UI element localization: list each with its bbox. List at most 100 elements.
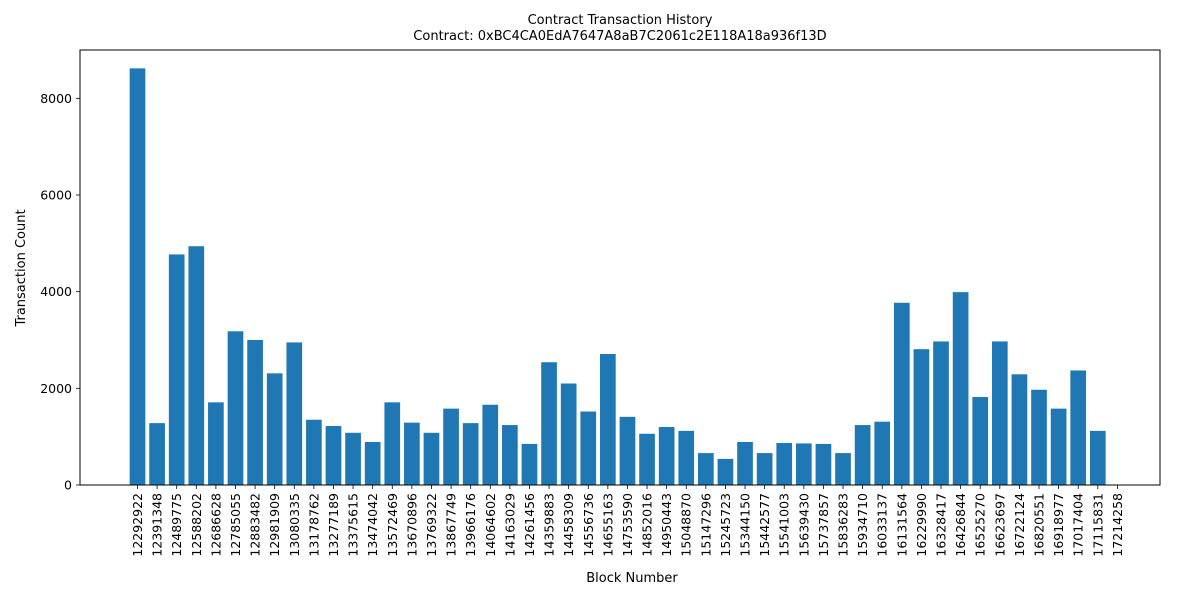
bar-15639430 (795, 443, 812, 485)
bar-14359883 (541, 362, 557, 485)
x-tick-label: 14064602 (483, 493, 498, 557)
x-ticks-group: 12292922 12391348 12489775 12588202 12686628… (130, 485, 1125, 557)
x-tick-label: 12588202 (189, 493, 204, 557)
y-axis-label: Transaction Count (14, 209, 29, 327)
x-tick-label: 17214258 (1110, 493, 1125, 557)
bar-13670896 (404, 422, 420, 485)
bars-group (129, 68, 1106, 485)
x-tick-label: 12981909 (267, 493, 282, 557)
x-tick-label: 13474042 (365, 493, 380, 557)
x-tick-label: 16033137 (875, 493, 890, 557)
bar-13769322 (423, 432, 440, 485)
y-tick-label: 6000 (40, 188, 72, 203)
chart-subtitle: Contract: 0xBC4CA0EdA7647A8aB7C2061c2E11… (413, 29, 827, 44)
x-tick-label: 13670896 (404, 493, 419, 557)
bar-13178762 (306, 419, 322, 485)
bar-15737857 (815, 443, 832, 485)
x-tick-label: 12391348 (150, 493, 165, 557)
bar-13966176 (462, 423, 479, 485)
bar-12785055 (227, 331, 244, 485)
bar-14753590 (619, 416, 636, 485)
bar-16918977 (1050, 408, 1067, 485)
bar-16722124 (1011, 374, 1028, 485)
x-tick-label: 16426844 (953, 493, 968, 557)
bar-15048870 (678, 430, 695, 485)
bar-15836283 (835, 453, 851, 485)
x-tick-label: 14950443 (659, 493, 674, 557)
bar-14064602 (482, 404, 499, 485)
x-tick-label: 15344150 (738, 493, 753, 557)
bar-17115831 (1089, 430, 1106, 485)
x-tick-label: 13572469 (385, 493, 400, 557)
x-tick-label: 14852016 (640, 493, 655, 557)
x-tick-label: 16722124 (1012, 493, 1027, 557)
x-tick-label: 14655163 (600, 493, 615, 557)
x-tick-label: 13867749 (444, 493, 459, 557)
bar-12391348 (149, 423, 165, 485)
x-axis-label: Block Number (586, 571, 678, 586)
bar-13277189 (325, 426, 342, 485)
x-tick-label: 12686628 (208, 493, 223, 557)
bar-13375615 (345, 432, 361, 485)
x-tick-label: 15934710 (855, 493, 870, 557)
x-tick-label: 14556736 (581, 493, 596, 557)
bar-16820551 (1031, 389, 1047, 485)
bar-12883482 (247, 340, 263, 485)
x-tick-label: 14163029 (502, 493, 517, 557)
bar-16328417 (933, 341, 949, 485)
x-tick-label: 14359883 (542, 493, 557, 557)
x-tick-label: 15147296 (698, 493, 713, 557)
bar-16229990 (913, 349, 930, 485)
bar-15344150 (737, 441, 753, 485)
bar-13474042 (364, 441, 381, 485)
y-tick-label: 8000 (40, 91, 72, 106)
y-ticks-group: 0 2000 4000 6000 8000 (40, 91, 80, 493)
bar-15541003 (776, 442, 793, 485)
x-tick-label: 17115831 (1090, 493, 1105, 557)
x-tick-label: 15245723 (718, 493, 733, 557)
x-tick-label: 14458309 (561, 493, 576, 557)
bar-15147296 (698, 453, 714, 485)
x-tick-label: 13178762 (306, 493, 321, 557)
y-tick-label: 0 (64, 478, 72, 493)
bar-16525270 (972, 397, 989, 485)
bar-15934710 (854, 425, 871, 485)
y-tick-label: 4000 (40, 284, 72, 299)
x-tick-label: 12489775 (169, 493, 184, 557)
bar-13572469 (384, 402, 401, 485)
x-tick-label: 14261456 (522, 493, 537, 557)
bar-14261456 (521, 443, 538, 485)
x-tick-label: 14753590 (620, 493, 635, 557)
x-tick-label: 15836283 (836, 493, 851, 557)
bar-16623697 (991, 341, 1008, 485)
bar-16131564 (893, 302, 910, 485)
x-tick-label: 15639430 (796, 493, 811, 557)
bar-12292922 (129, 68, 146, 485)
x-tick-label: 16820551 (1032, 493, 1047, 557)
bar-13867749 (443, 408, 459, 485)
x-tick-label: 12292922 (130, 493, 145, 557)
x-tick-label: 16229990 (914, 493, 929, 557)
bar-15442577 (756, 453, 773, 485)
x-tick-label: 15737857 (816, 493, 831, 557)
x-tick-label: 15442577 (757, 493, 772, 557)
x-tick-label: 12883482 (248, 493, 263, 557)
x-tick-label: 15541003 (777, 493, 792, 557)
bar-17017404 (1070, 370, 1087, 485)
x-tick-label: 16623697 (992, 493, 1007, 557)
bar-14163029 (502, 425, 518, 485)
x-tick-label: 13769322 (424, 493, 439, 557)
bar-12686628 (208, 402, 224, 485)
chart-title: Contract Transaction History (527, 13, 713, 28)
x-tick-label: 15048870 (679, 493, 694, 557)
bar-13080335 (286, 342, 303, 485)
bar-12588202 (188, 246, 205, 485)
bar-14655163 (600, 354, 616, 485)
x-tick-label: 13277189 (326, 493, 341, 557)
bar-14556736 (580, 411, 597, 485)
bar-14852016 (639, 433, 655, 485)
bar-15245723 (717, 458, 734, 485)
x-tick-label: 12785055 (228, 493, 243, 557)
x-tick-label: 17017404 (1071, 493, 1086, 557)
